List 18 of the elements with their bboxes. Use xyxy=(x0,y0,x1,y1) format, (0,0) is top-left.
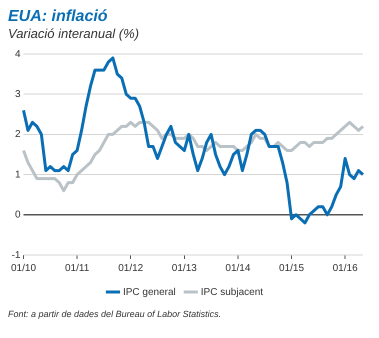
y-tick-label: 3 xyxy=(14,88,21,100)
y-tick-label: 2 xyxy=(14,129,21,140)
y-tick-label: 0 xyxy=(14,210,21,221)
x-tick-label: 01/15 xyxy=(279,262,304,274)
chart-subtitle: Variació interanual (%) xyxy=(8,26,140,41)
x-tick-label: 01/16 xyxy=(332,262,358,274)
x-tick-label: 01/12 xyxy=(118,262,144,274)
y-tick-label: -1 xyxy=(12,250,21,261)
x-tick-label: 01/10 xyxy=(10,262,36,274)
x-tick-label: 01/14 xyxy=(225,262,251,274)
legend-label: IPC general xyxy=(122,286,176,298)
chart-title: EUA: inflació xyxy=(8,8,109,26)
x-tick-label: 01/11 xyxy=(64,262,90,274)
text: Font: a partir de dades del Bureau of Labor Statistics. xyxy=(8,309,222,319)
x-tick-label: 01/13 xyxy=(172,262,198,274)
y-tick-label: 1 xyxy=(14,169,21,180)
legend-label: IPC subjacent xyxy=(200,286,264,298)
y-tick-label: 4 xyxy=(14,48,21,60)
